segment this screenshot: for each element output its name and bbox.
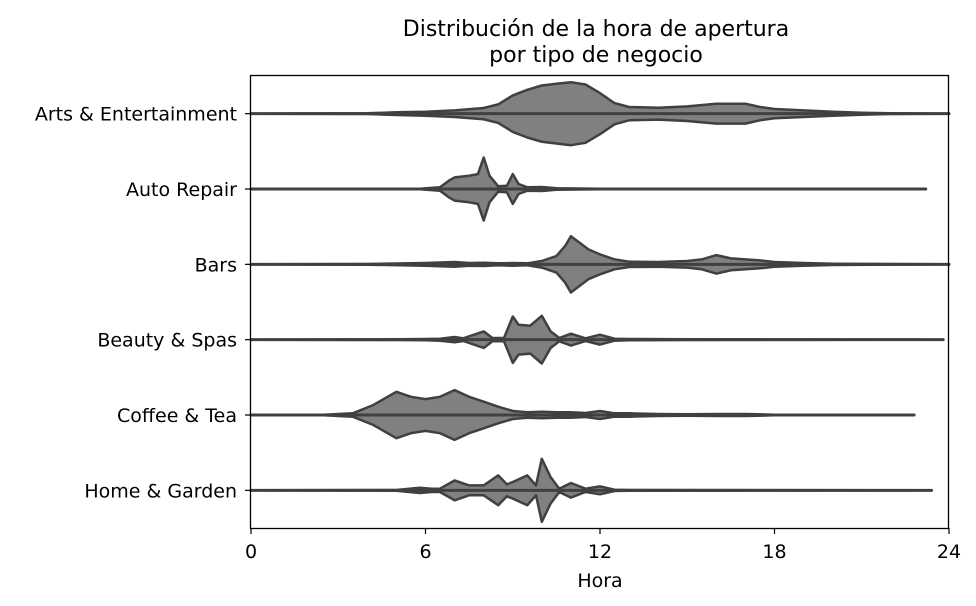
category-label-arts-and-entertainment: Arts & Entertainment bbox=[35, 104, 237, 126]
plot-frame bbox=[249, 74, 950, 530]
y-axis-ticks: Arts & Entertainment Auto Repair Bars Beaut… bbox=[35, 104, 251, 502]
x-axis-label: Hora bbox=[577, 570, 622, 592]
x-tick-label: 6 bbox=[419, 541, 431, 563]
violin-group bbox=[249, 80, 951, 524]
category-label-auto-repair: Auto Repair bbox=[126, 179, 237, 201]
x-axis-ticks: 0 6 12 18 24 bbox=[245, 528, 961, 563]
x-tick-label: 18 bbox=[762, 541, 786, 563]
x-tick-label: 0 bbox=[245, 541, 257, 563]
x-tick-label: 12 bbox=[588, 541, 612, 563]
category-label-bars: Bars bbox=[195, 254, 237, 276]
x-tick-label: 24 bbox=[937, 541, 961, 563]
category-label-coffee-and-tea: Coffee & Tea bbox=[117, 405, 237, 427]
chart-title-line-1: Distribución de la hora de apertura bbox=[403, 17, 789, 42]
chart-title-line-2: por tipo de negocio bbox=[489, 43, 703, 68]
category-label-home-and-garden: Home & Garden bbox=[84, 480, 237, 502]
category-label-beauty-and-spas: Beauty & Spas bbox=[97, 330, 237, 352]
